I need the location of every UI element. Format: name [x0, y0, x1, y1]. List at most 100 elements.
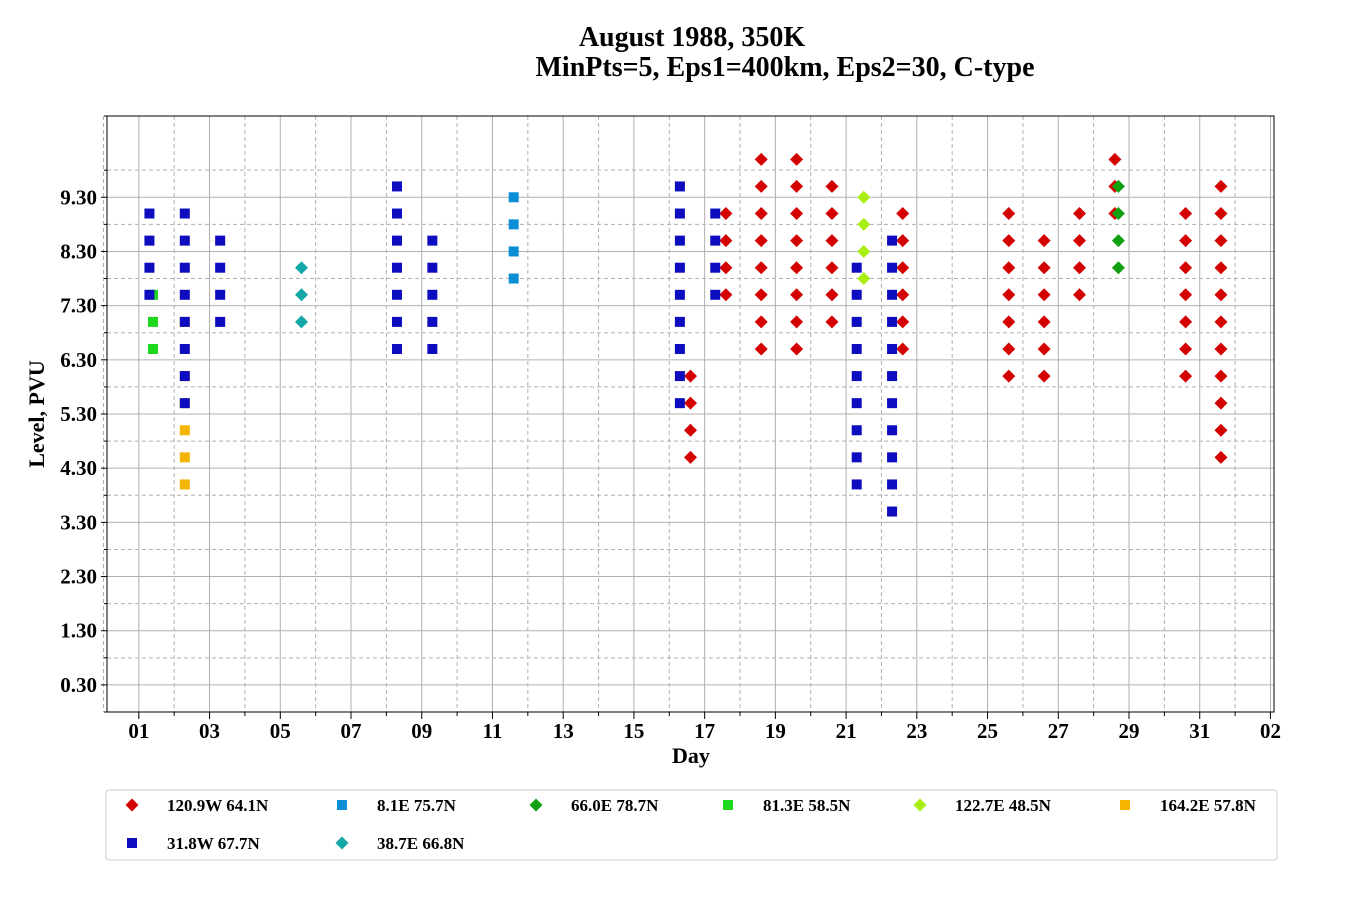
legend-marker: [337, 800, 347, 810]
data-point: [1073, 234, 1086, 248]
y-tick-label: 6.30: [60, 348, 97, 372]
x-tick-label: 01: [128, 719, 149, 743]
data-point: [1214, 261, 1228, 275]
legend-marker: [335, 836, 349, 850]
y-tick-label: 8.30: [60, 239, 97, 263]
legend-marker: [127, 838, 137, 848]
legend-marker: [125, 798, 139, 812]
data-point: [790, 342, 804, 356]
data-point: [179, 316, 190, 327]
x-tick-label: 07: [341, 719, 362, 743]
data-point: [1179, 342, 1193, 356]
data-point: [1002, 369, 1016, 383]
data-point: [1037, 342, 1051, 356]
data-point: [674, 343, 685, 354]
data-point: [825, 234, 839, 248]
data-point: [1111, 234, 1125, 248]
data-point: [674, 208, 685, 219]
data-point: [179, 371, 190, 382]
data-point: [215, 235, 226, 246]
data-point: [1179, 207, 1193, 221]
data-point: [790, 261, 804, 275]
data-point: [719, 234, 733, 248]
data-point: [144, 262, 155, 273]
data-point: [179, 208, 190, 219]
legend-marker: [1120, 800, 1130, 810]
chart-title: August 1988, 350K: [579, 22, 806, 53]
data-point: [1002, 234, 1016, 248]
data-point: [1214, 234, 1228, 248]
plot-frame: [106, 115, 1275, 713]
legend-label: 122.7E 48.5N: [955, 796, 1052, 815]
data-point: [896, 342, 910, 356]
y-tick-label: 7.30: [60, 294, 97, 318]
data-point: [887, 398, 898, 409]
chart-subtitle: MinPts=5, Eps1=400km, Eps2=30, C-type: [535, 52, 1034, 83]
y-tick-label: 1.30: [60, 619, 97, 643]
data-point: [1179, 315, 1193, 329]
data-point: [896, 315, 910, 329]
data-point: [684, 450, 697, 464]
data-point: [295, 261, 308, 275]
data-point: [896, 234, 910, 248]
x-tick-label: 02: [1260, 719, 1281, 743]
data-point: [215, 289, 226, 300]
data-point: [427, 235, 438, 246]
data-point: [674, 316, 685, 327]
data-point: [754, 288, 768, 302]
data-point: [719, 288, 733, 302]
data-point: [719, 261, 733, 275]
legend-label: 120.9W 64.1N: [167, 796, 269, 815]
x-tick-label: 03: [199, 719, 220, 743]
data-point: [857, 217, 871, 231]
data-point: [179, 425, 190, 436]
data-point: [179, 289, 190, 300]
data-point: [144, 289, 155, 300]
data-point: [1179, 234, 1193, 248]
legend-marker: [723, 800, 733, 810]
data-point: [674, 181, 685, 192]
x-tick-label: 17: [694, 719, 715, 743]
x-axis-label: Day: [672, 743, 710, 768]
data-point: [684, 369, 697, 383]
data-point: [1037, 261, 1051, 275]
data-point: [508, 246, 519, 257]
data-point: [887, 479, 898, 490]
data-point: [1037, 288, 1051, 302]
x-axis: 01 03 05 07 09 11 13 15 17 19 21 23 25 27 29 31 02: [128, 712, 1281, 743]
data-point: [147, 316, 158, 327]
data-point: [887, 262, 898, 273]
data-point: [851, 398, 862, 409]
data-point: [1179, 369, 1193, 383]
data-point: [1214, 369, 1228, 383]
data-point: [684, 423, 697, 437]
data-point: [674, 235, 685, 246]
data-point: [1214, 342, 1228, 356]
data-point: [1002, 342, 1016, 356]
data-point: [391, 289, 402, 300]
data-point: [427, 343, 438, 354]
data-point: [851, 289, 862, 300]
data-point: [754, 179, 768, 193]
data-point: [754, 234, 768, 248]
data-point: [179, 479, 190, 490]
x-tick-label: 09: [411, 719, 432, 743]
data-point: [887, 316, 898, 327]
data-point: [1111, 261, 1125, 275]
data-point: [144, 235, 155, 246]
data-point: [1108, 152, 1122, 166]
data-point: [754, 261, 768, 275]
data-point: [896, 207, 910, 221]
data-point: [851, 479, 862, 490]
data-points: [144, 152, 1228, 517]
data-point: [391, 181, 402, 192]
data-point: [1073, 261, 1086, 275]
data-point: [1214, 207, 1228, 221]
legend-label: 164.2E 57.8N: [1160, 796, 1257, 815]
legend-label: 81.3E 58.5N: [763, 796, 851, 815]
data-point: [896, 261, 910, 275]
y-tick-label: 0.30: [60, 673, 97, 697]
data-point: [1037, 234, 1051, 248]
x-tick-label: 19: [765, 719, 786, 743]
